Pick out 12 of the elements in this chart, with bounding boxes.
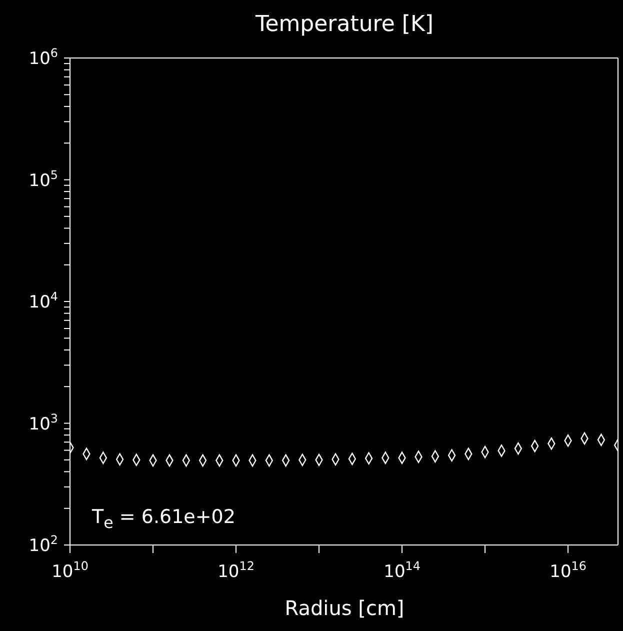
y-tick-label: 10$^{3}$ xyxy=(28,411,58,434)
x-axis-title: Radius [cm] xyxy=(284,596,406,620)
x-tick-label: 10$^{12}$ xyxy=(218,559,254,582)
chart-title: Temperature [K] xyxy=(254,12,434,37)
y-tick-label: 10$^{5}$ xyxy=(28,168,58,191)
y-tick-label: 10$^{4}$ xyxy=(28,290,58,312)
annotation: T$_{e}$ = 6.61e+02 xyxy=(92,506,236,532)
y-tick-label: 10$^{6}$ xyxy=(28,46,58,69)
x-tick-label: 10$^{14}$ xyxy=(384,559,420,582)
x-tick-label: 10$^{16}$ xyxy=(550,559,586,582)
y-tick-label: 10$^{2}$ xyxy=(28,533,58,556)
x-tick-label: 10$^{10}$ xyxy=(52,559,88,582)
